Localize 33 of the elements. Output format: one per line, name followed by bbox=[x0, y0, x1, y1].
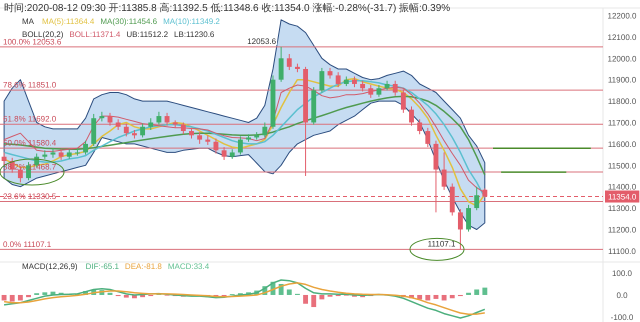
legend-title: MACD(12,26,9) bbox=[22, 262, 78, 271]
y-tick-label: 100.0 bbox=[612, 268, 633, 278]
annotation: UB:11512.2 bbox=[126, 30, 169, 39]
annotation: 11107.1 bbox=[428, 239, 456, 248]
y-tick-label: 11600.0 bbox=[608, 140, 637, 149]
y-tick-label: 11500.0 bbox=[608, 161, 637, 170]
y-tick-label: 12200.0 bbox=[608, 11, 638, 20]
ref-line-label: 0.0% 11107.1 bbox=[3, 240, 52, 249]
ref-line-label: 23.6% 11330.5 bbox=[3, 192, 57, 202]
text: DEA:-81.8 bbox=[124, 262, 162, 271]
legend-title: MA bbox=[22, 17, 35, 26]
ref-line-label: 11354.0 bbox=[608, 192, 637, 202]
y-tick-label: 11700.0 bbox=[608, 118, 637, 128]
y-tick-label: 11300.0 bbox=[608, 204, 637, 214]
annotation: LB:11230.6 bbox=[174, 30, 215, 39]
text: MA(30):11454.6 bbox=[100, 17, 158, 26]
text: DIF:-65.1 bbox=[86, 262, 120, 271]
text: MA(5):11364.4 bbox=[42, 17, 95, 26]
y-tick-label: 12000.0 bbox=[608, 54, 638, 64]
y-tick-label: 11800.0 bbox=[608, 97, 637, 106]
annotation: BOLL(20,2) bbox=[22, 30, 64, 39]
y-tick-label: 11400.0 bbox=[608, 182, 637, 192]
chart-subtitle: 时间:2020-08-12 09:30 开:11385.8 高:11392.5 低:11348.6 收:11354.0 涨幅:-0.28%(-31.7) 振幅:0.39% bbox=[4, 2, 450, 14]
y-tick-label: 0.0 bbox=[616, 290, 628, 300]
text: MA(10):11349.2 bbox=[163, 17, 220, 26]
text: MACD:33.4 bbox=[168, 262, 210, 271]
y-tick-label: 12100.0 bbox=[608, 32, 638, 42]
y-tick-label: 11900.0 bbox=[608, 76, 637, 85]
y-tick-label: 11200.0 bbox=[608, 225, 637, 234]
text: BOLL:11371.4 bbox=[69, 30, 121, 39]
y-tick-label: 11100.0 bbox=[608, 246, 636, 256]
y-tick-label: -100.0 bbox=[610, 312, 634, 322]
annotation: 12053.6 bbox=[247, 36, 277, 46]
